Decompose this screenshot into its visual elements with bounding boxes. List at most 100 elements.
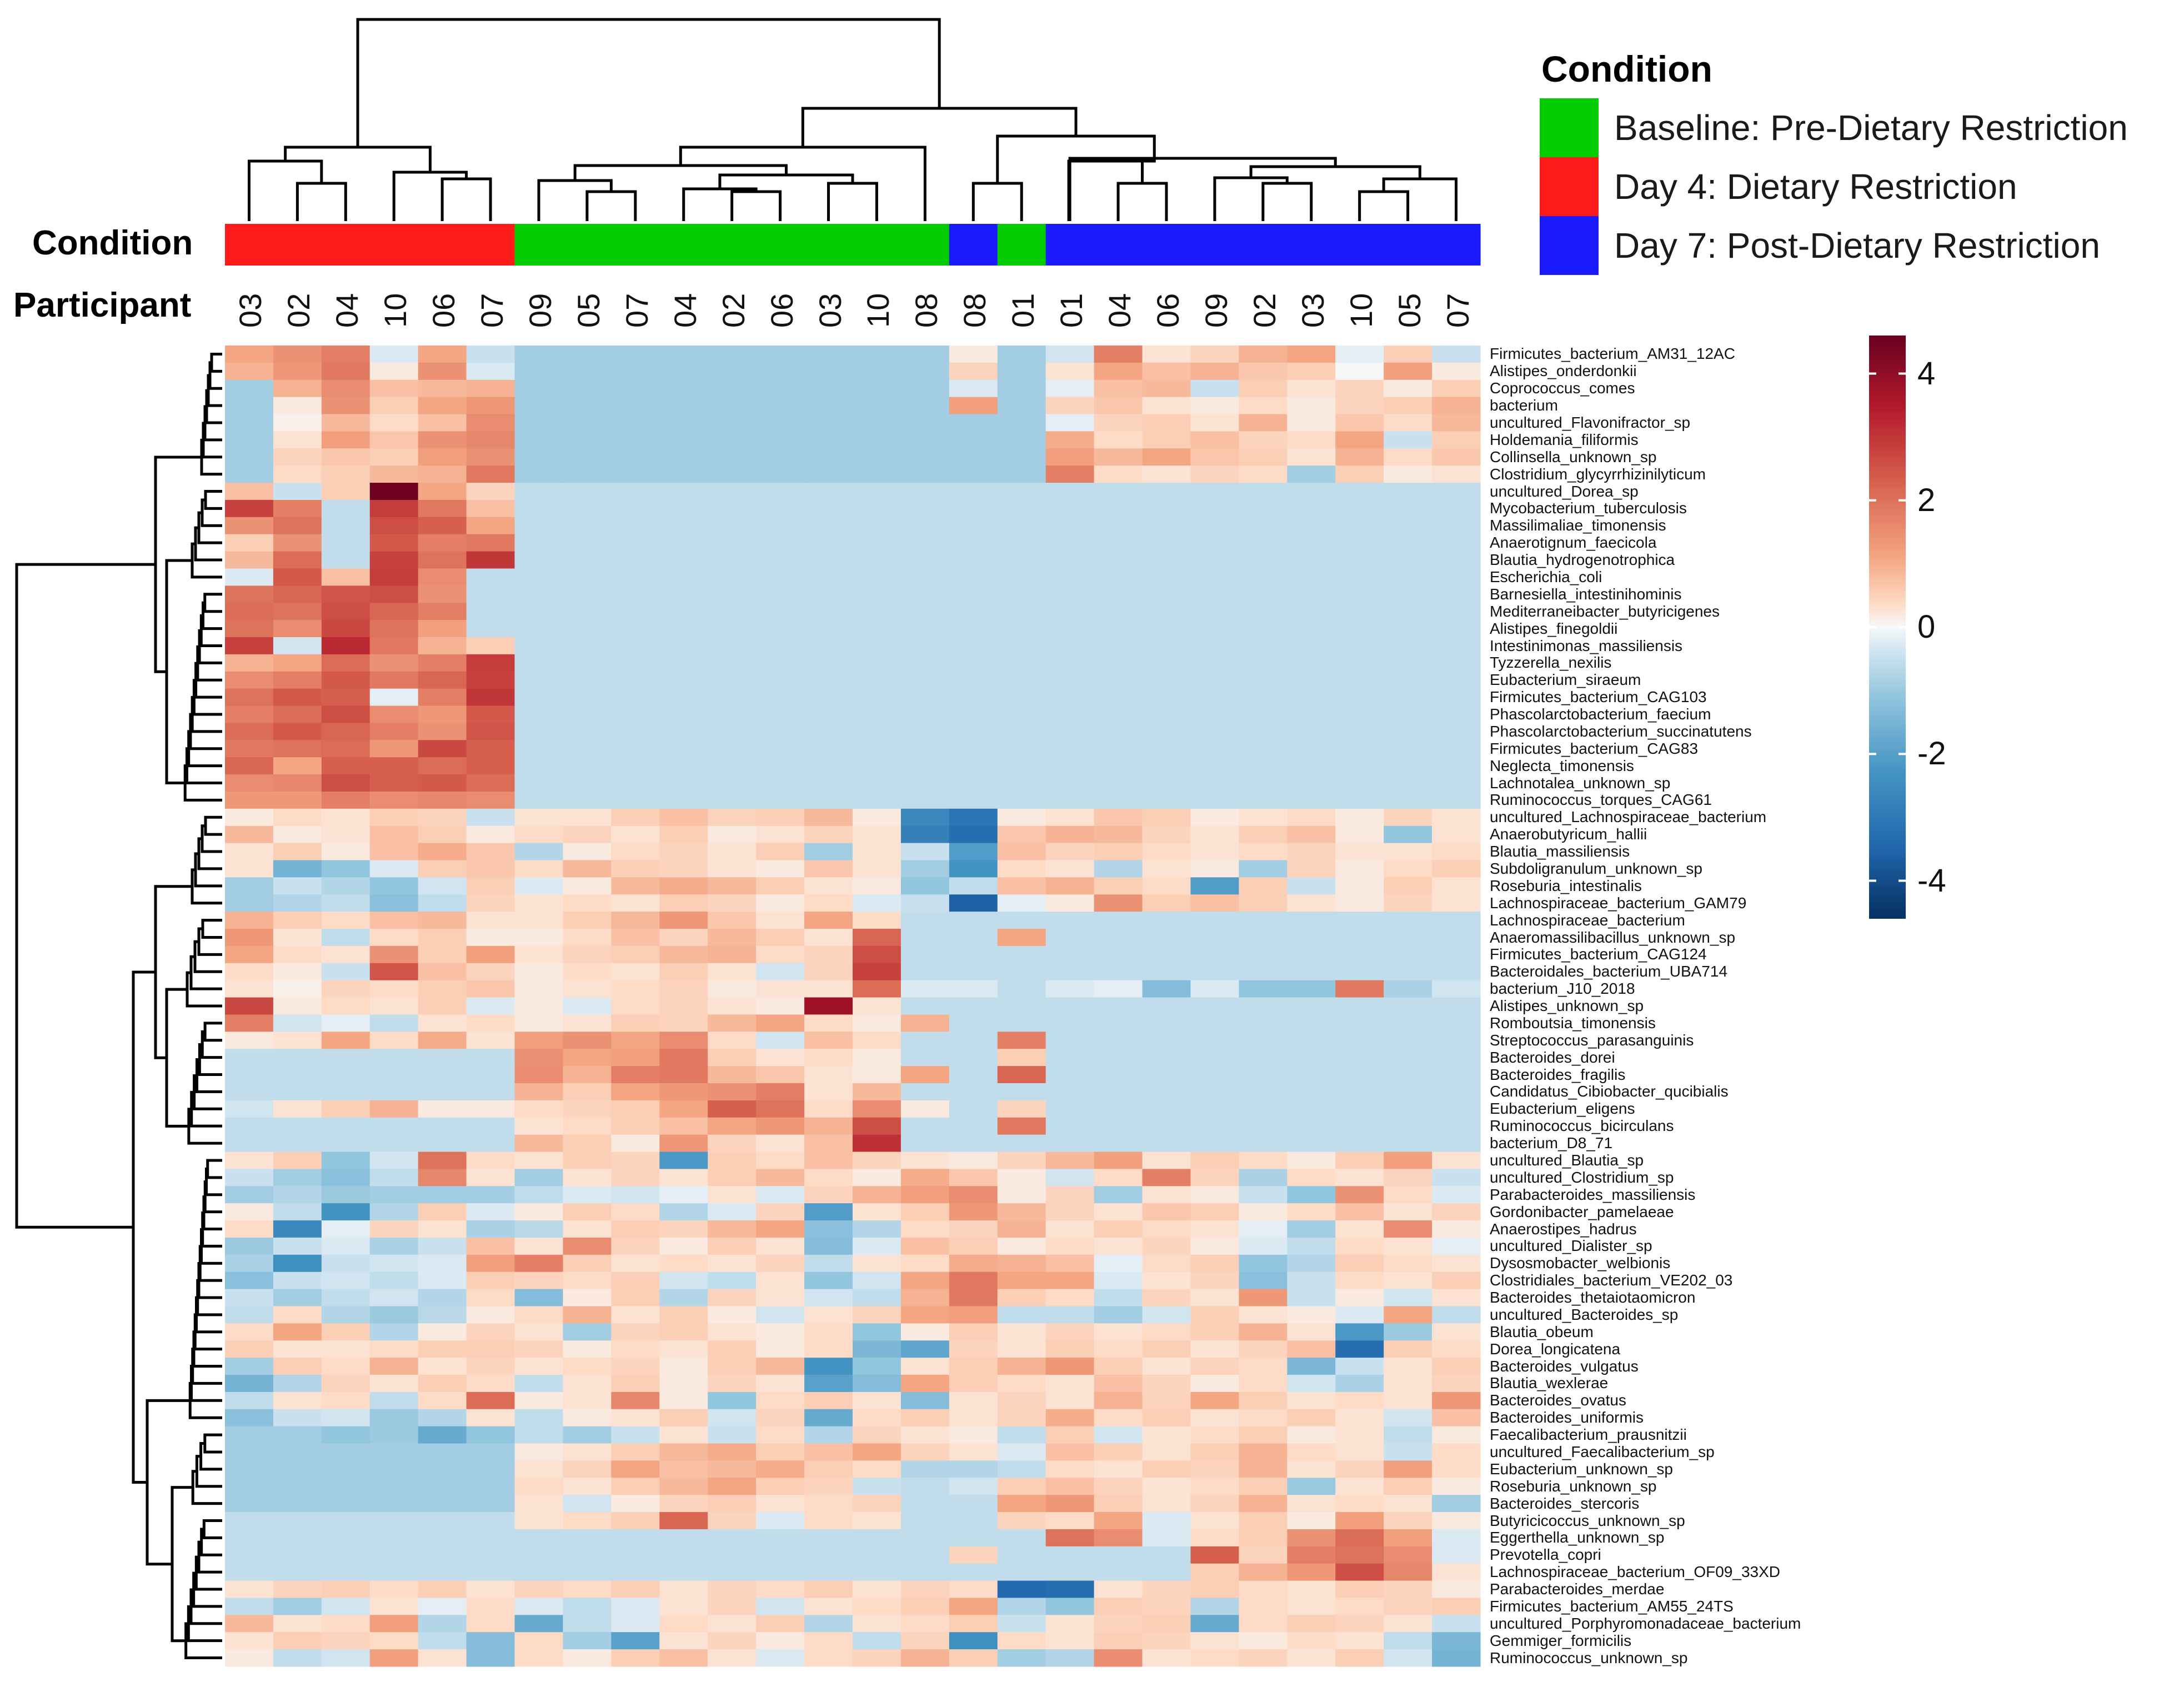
heatmap-cell (1190, 1271, 1239, 1290)
heatmap-cell (804, 929, 853, 947)
heatmap-cell (1239, 362, 1288, 381)
row-label: Escherichia_coli (1490, 568, 1602, 585)
colorbar-tick-label: -4 (1917, 862, 1946, 899)
heatmap-cell (659, 1632, 708, 1650)
heatmap-cell (1142, 517, 1191, 535)
heatmap-cell (1384, 568, 1432, 586)
heatmap-cell (1335, 877, 1384, 895)
heatmap-cell (321, 1374, 370, 1393)
heatmap-cell (659, 1460, 708, 1478)
heatmap-cell (1384, 791, 1432, 809)
heatmap-cell (804, 414, 853, 432)
heatmap-cell (1432, 1066, 1481, 1084)
heatmap-cell (949, 1100, 998, 1118)
heatmap-cell (1432, 1460, 1481, 1478)
heatmap-cell (514, 1529, 564, 1547)
heatmap-cell (514, 1546, 564, 1564)
row-label: uncultured_Faecalibacterium_sp (1490, 1443, 1715, 1460)
dendrogram-branch (1116, 182, 1168, 221)
heatmap-cell (321, 1306, 370, 1324)
heatmap-cell (1432, 1478, 1481, 1495)
heatmap-cell (708, 791, 757, 809)
heatmap-cell (418, 346, 467, 363)
heatmap-cell (1384, 1598, 1432, 1615)
heatmap-cell (1384, 723, 1432, 740)
heatmap-cell (1094, 568, 1143, 586)
heatmap-cell (466, 1169, 515, 1187)
heatmap-cell (949, 1478, 998, 1495)
heatmap-cell (418, 448, 467, 466)
heatmap-cell (949, 1014, 998, 1032)
dendrogram-branch (295, 182, 347, 221)
heatmap-cell (1335, 791, 1384, 809)
heatmap-cell (949, 1460, 998, 1478)
heatmap-cell (418, 791, 467, 809)
heatmap-cell (466, 894, 515, 912)
heatmap-cell (853, 1152, 901, 1169)
heatmap-cell (466, 1083, 515, 1101)
heatmap-cell (1239, 963, 1288, 981)
row-label: Clostridium_glycyrrhizinilyticum (1490, 465, 1706, 483)
heatmap-cell (369, 499, 419, 518)
heatmap-cell (1045, 551, 1095, 569)
heatmap-cell (514, 603, 564, 620)
heatmap-cell (466, 1632, 515, 1650)
heatmap-cell (321, 465, 370, 483)
heatmap-cell (1190, 1615, 1239, 1633)
heatmap-cell (1142, 877, 1191, 895)
heatmap-cell (659, 1358, 708, 1375)
row-label: bacterium_D8_71 (1490, 1134, 1613, 1152)
heatmap-cell (369, 912, 419, 929)
heatmap-cell (369, 379, 419, 398)
heatmap-cell (1335, 379, 1384, 398)
heatmap-cell (466, 688, 515, 707)
row-label: Blautia_massiliensis (1490, 843, 1630, 860)
heatmap-cell (997, 397, 1046, 415)
heatmap-cell (466, 1152, 515, 1169)
heatmap-cell (949, 1237, 998, 1255)
condition-cell (1094, 224, 1143, 266)
heatmap-cell (1432, 499, 1481, 518)
heatmap-cell (949, 705, 998, 724)
heatmap-cell (1239, 1598, 1288, 1615)
heatmap-cell (611, 1358, 660, 1375)
heatmap-cell (1094, 1152, 1143, 1169)
heatmap-cell (997, 774, 1046, 792)
heatmap-cell (997, 1580, 1046, 1599)
heatmap-cell (949, 945, 998, 964)
heatmap-cell (900, 1649, 950, 1667)
dendrogram-branch (183, 764, 222, 802)
heatmap-cell (900, 379, 950, 398)
heatmap-cell (1287, 654, 1336, 672)
heatmap-cell (466, 1066, 515, 1084)
heatmap-cell (853, 1049, 901, 1067)
heatmap-cell (225, 1598, 274, 1615)
heatmap-cell (1287, 963, 1336, 981)
heatmap-cell (997, 1460, 1046, 1478)
heatmap-cell (853, 1220, 901, 1238)
dendrogram-branch (165, 988, 189, 1128)
heatmap-cell (804, 448, 853, 466)
heatmap-cell (321, 603, 370, 620)
heatmap-cell (273, 1271, 322, 1290)
heatmap-cell (321, 1598, 370, 1615)
heatmap-cell (853, 1306, 901, 1324)
heatmap-cell (1094, 1460, 1143, 1478)
participant-label: 03 (233, 293, 268, 328)
heatmap-cell (369, 1083, 419, 1101)
dendrogram-branch (679, 146, 926, 221)
heatmap-cell (853, 1409, 901, 1427)
heatmap-cell (1094, 1066, 1143, 1084)
heatmap-cell (611, 465, 660, 483)
heatmap-cell (563, 1495, 612, 1513)
heatmap-cell (611, 431, 660, 449)
heatmap-cell (466, 997, 515, 1015)
heatmap-cell (708, 877, 757, 895)
heatmap-cell (1094, 414, 1143, 432)
heatmap-cell (1432, 1426, 1481, 1444)
heatmap-cell (756, 757, 805, 775)
heatmap-cell (225, 1426, 274, 1444)
heatmap-cell (659, 1203, 708, 1221)
heatmap-cell (756, 1014, 805, 1032)
heatmap-cell (853, 740, 901, 758)
